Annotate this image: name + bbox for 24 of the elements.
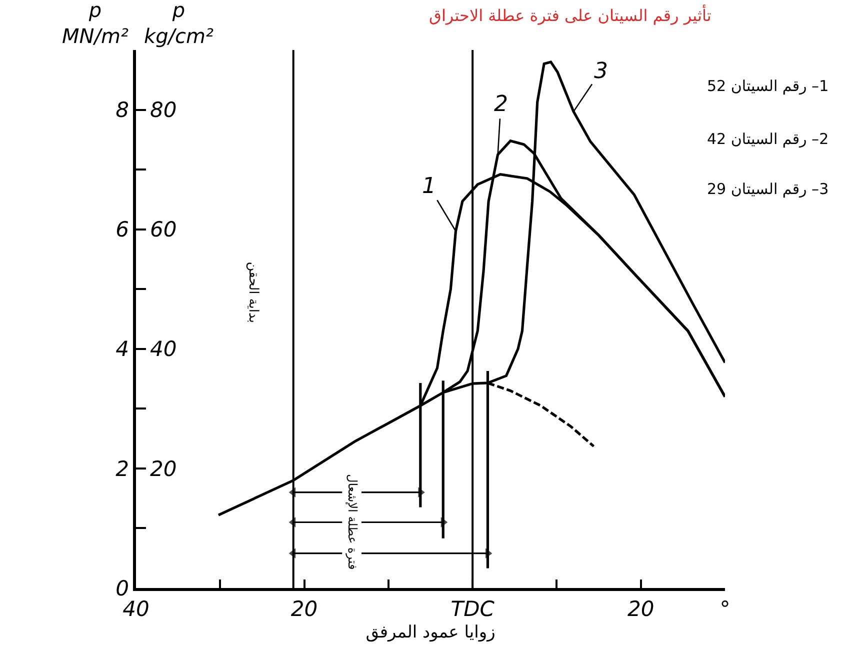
annotation: 2– رقم السيتان 42	[707, 130, 829, 148]
x-axis-title: زوايا عمود المرفق	[366, 622, 496, 642]
y-tick-label: 4	[116, 337, 130, 362]
y2-tick-label: 40	[150, 337, 177, 362]
y2-tick-label: 80	[150, 98, 177, 122]
chart-title: تأثير رقم السيتان على فترة عطلة الاحتراق	[429, 4, 712, 26]
series-label: 2	[494, 92, 508, 117]
annotation: 1– رقم السيتان 52	[707, 77, 829, 95]
annotation: فترة عطلة الإشعال	[345, 474, 360, 570]
annotation: 3– رقم السيتان 29	[707, 180, 829, 198]
series-label: 1	[422, 174, 436, 199]
y-axis-title: p MN/m²	[62, 0, 128, 48]
x-tick-label: °	[720, 596, 730, 621]
ref-line-label: بداية الحقن	[245, 262, 260, 323]
x-tick-label: TDC	[450, 596, 495, 621]
y-tick-label: 6	[116, 218, 130, 242]
y-tick-label: 8	[116, 98, 130, 122]
series-label: 3	[594, 59, 608, 84]
x-tick-label: 20	[627, 596, 654, 621]
y2-axis-title: p kg/cm²	[144, 0, 214, 48]
x-tick-label: 20	[290, 596, 318, 621]
y2-tick-label: 60	[150, 218, 177, 242]
y2-tick-label: 20	[150, 456, 177, 481]
y-tick-label: 2	[116, 456, 130, 481]
